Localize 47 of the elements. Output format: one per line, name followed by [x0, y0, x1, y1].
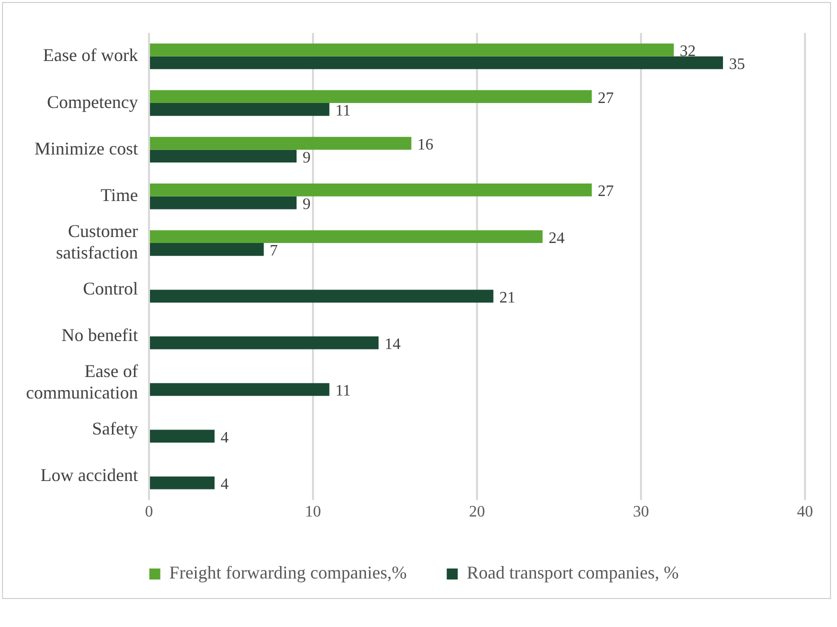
- y-tick-label: Control: [82, 278, 138, 298]
- x-tick-label: 30: [632, 504, 649, 521]
- bar: [150, 196, 297, 210]
- bar: [150, 103, 330, 116]
- bar: [150, 243, 264, 256]
- data-label: 4: [220, 429, 229, 446]
- legend-label: Freight forwarding companies,%: [169, 562, 407, 583]
- bar: [150, 56, 723, 70]
- data-label: 32: [680, 43, 696, 60]
- data-label: 4: [220, 476, 229, 494]
- bar: [150, 136, 412, 150]
- bar: [150, 184, 592, 196]
- y-tick-label: Ease of work: [43, 45, 138, 66]
- legend-label: Road transport companies, %: [466, 562, 679, 583]
- data-label: 9: [302, 196, 311, 213]
- data-label: 21: [499, 289, 516, 306]
- data-label: 24: [548, 230, 565, 247]
- x-tick-label: 20: [468, 504, 485, 521]
- bar: [150, 383, 330, 396]
- data-label: 27: [598, 183, 614, 200]
- data-label: 16: [417, 136, 434, 154]
- y-tick-label: Ease of communication: [26, 361, 138, 403]
- y-tick-label: Safety: [92, 418, 138, 439]
- data-label: 11: [335, 102, 351, 120]
- data-label: 9: [302, 149, 311, 166]
- bar: [150, 150, 297, 163]
- bar: [150, 90, 592, 104]
- bar: [150, 290, 494, 303]
- y-tick-label: Low accident: [40, 465, 138, 486]
- bar: [150, 230, 543, 244]
- y-tick-label: Competency: [46, 92, 138, 112]
- data-label: 7: [270, 242, 278, 260]
- data-label: 11: [335, 382, 351, 400]
- y-tick-label: No benefit: [61, 325, 138, 346]
- bar: [150, 336, 379, 350]
- x-tick-label: 10: [304, 504, 321, 521]
- bar: [150, 476, 215, 490]
- x-tick-label: 0: [144, 504, 153, 521]
- bar: [150, 430, 215, 443]
- data-label: 27: [598, 90, 614, 107]
- y-tick-label: Minimize cost: [34, 138, 138, 158]
- bar: [150, 44, 674, 56]
- data-label: 14: [384, 336, 401, 354]
- data-label: 35: [728, 56, 745, 73]
- x-tick-label: 40: [797, 504, 813, 521]
- y-tick-label: Time: [100, 185, 138, 206]
- y-tick-label: Customer satisfaction: [56, 220, 138, 263]
